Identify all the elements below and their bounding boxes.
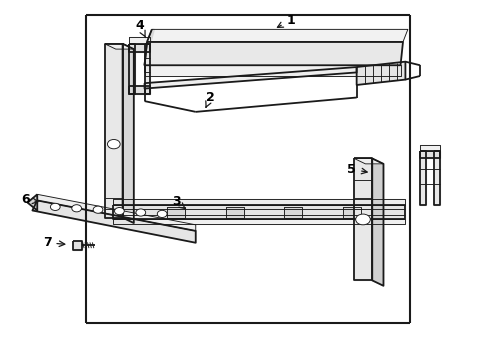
Polygon shape	[419, 145, 439, 151]
Polygon shape	[225, 207, 243, 218]
Circle shape	[50, 203, 60, 211]
Text: 7: 7	[42, 236, 65, 249]
Polygon shape	[342, 207, 360, 218]
Polygon shape	[167, 207, 184, 218]
Polygon shape	[37, 194, 195, 231]
Polygon shape	[371, 158, 383, 286]
Polygon shape	[129, 44, 150, 51]
Circle shape	[72, 205, 81, 212]
Text: 1: 1	[277, 14, 295, 27]
Polygon shape	[144, 44, 150, 94]
Polygon shape	[113, 205, 405, 220]
Polygon shape	[433, 151, 439, 205]
Polygon shape	[104, 44, 122, 218]
Polygon shape	[129, 86, 150, 94]
Polygon shape	[113, 220, 405, 224]
Polygon shape	[356, 62, 405, 85]
Polygon shape	[147, 30, 407, 42]
Polygon shape	[129, 37, 150, 44]
Polygon shape	[144, 30, 154, 65]
Circle shape	[93, 206, 102, 213]
Polygon shape	[144, 67, 356, 89]
Circle shape	[114, 207, 124, 215]
Polygon shape	[129, 44, 135, 94]
Text: 6: 6	[20, 193, 38, 206]
Text: 4: 4	[135, 19, 145, 37]
Polygon shape	[73, 241, 81, 249]
Circle shape	[157, 210, 167, 217]
Text: 5: 5	[346, 163, 366, 176]
Circle shape	[355, 214, 369, 225]
Polygon shape	[27, 194, 37, 211]
Text: 2: 2	[205, 91, 214, 107]
Polygon shape	[144, 65, 400, 76]
Polygon shape	[144, 42, 402, 65]
Circle shape	[136, 209, 145, 216]
Polygon shape	[284, 207, 302, 218]
Polygon shape	[353, 158, 383, 164]
Circle shape	[107, 139, 120, 149]
Polygon shape	[122, 44, 134, 223]
Text: 3: 3	[172, 195, 185, 209]
Polygon shape	[419, 151, 425, 205]
Polygon shape	[32, 201, 195, 243]
Polygon shape	[104, 44, 134, 49]
Polygon shape	[113, 199, 405, 205]
Polygon shape	[353, 158, 371, 280]
Polygon shape	[419, 151, 439, 158]
